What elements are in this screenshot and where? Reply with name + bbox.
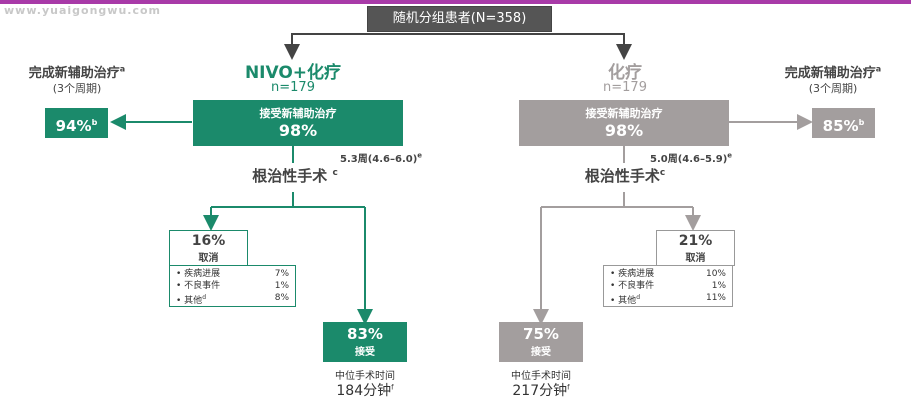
left-cancel-reasons: • 疾病进展 7% • 不良事件 1% • 其他d 8% <box>169 265 296 307</box>
left-received-pct: 98% <box>278 121 318 140</box>
right-completed-pct: 85% <box>822 117 859 135</box>
right-cancel-pct: 21% <box>678 233 713 249</box>
left-arm-n: n=179 <box>271 80 315 95</box>
left-accept-pct: 83% <box>347 325 383 343</box>
right-completed-box: 85%b <box>812 108 875 138</box>
right-accept-box: 75% 接受 <box>499 322 583 362</box>
left-accept-label: 接受 <box>355 347 375 358</box>
left-reason-2: • 不良事件 1% <box>176 281 289 291</box>
right-median-label: 中位手术时间 <box>511 371 571 382</box>
left-completed-pct-sup: b <box>91 118 98 127</box>
right-received-pct: 98% <box>604 121 644 140</box>
right-completed-sub: (3个周期) <box>808 82 858 95</box>
left-completed-sub: (3个周期) <box>52 82 102 95</box>
right-reason-3: • 其他d 11% <box>610 293 726 306</box>
left-median-value: 184分钟f <box>336 383 394 399</box>
right-accept-label: 接受 <box>531 347 551 358</box>
right-reason-2: • 不良事件 1% <box>610 281 726 291</box>
right-arm-n: n=179 <box>603 80 647 95</box>
left-cancel-label: 取消 <box>198 253 219 264</box>
left-received-box: 接受新辅助治疗 98% <box>193 100 403 146</box>
right-completed-pct-sup: b <box>858 118 865 127</box>
left-surgery-label: 根治性手术 c <box>252 167 338 185</box>
randomized-label: 随机分组患者(N=358) <box>392 11 527 26</box>
right-received-box: 接受新辅助治疗 98% <box>519 100 729 146</box>
right-surgery-label: 根治性手术c <box>584 167 666 185</box>
left-completed-box: 94%b <box>45 108 108 138</box>
left-accept-box: 83% 接受 <box>323 322 407 362</box>
right-completed-label: 完成新辅助治疗a <box>784 64 882 81</box>
randomized-box: 随机分组患者(N=358) <box>367 6 552 32</box>
left-cancel-box: 16% 取消 <box>169 230 248 266</box>
left-reason-1: • 疾病进展 7% <box>176 269 289 279</box>
split-line <box>291 33 632 60</box>
right-cancel-label: 取消 <box>685 253 706 264</box>
left-completed-pct: 94% <box>55 117 92 135</box>
left-cancel-pct: 16% <box>191 233 226 249</box>
right-cancel-reasons: • 疾病进展 10% • 不良事件 1% • 其他d 11% <box>603 265 733 307</box>
left-median-label: 中位手术时间 <box>335 371 395 382</box>
right-median-value: 217分钟f <box>512 383 570 399</box>
right-duration: 5.0周(4.6–5.9)e <box>650 151 733 165</box>
top-accent-bar <box>0 0 911 4</box>
left-arm-title: NIVO+化疗 <box>244 63 342 83</box>
right-arm-title: 化疗 <box>608 63 642 83</box>
left-received-label: 接受新辅助治疗 <box>259 107 337 120</box>
right-completed-sup: a <box>875 64 882 74</box>
left-reason-3: • 其他d 8% <box>176 293 289 306</box>
right-accept-pct: 75% <box>523 325 559 343</box>
left-completed-label: 完成新辅助治疗a <box>28 64 126 81</box>
right-received-label: 接受新辅助治疗 <box>585 107 663 120</box>
left-duration: 5.3周(4.6–6.0)e <box>340 151 423 165</box>
watermark: www.yuaigongwu.com <box>4 4 162 17</box>
right-reason-1: • 疾病进展 10% <box>610 269 726 279</box>
left-completed-sup: a <box>119 64 126 74</box>
right-cancel-box: 21% 取消 <box>656 230 735 266</box>
